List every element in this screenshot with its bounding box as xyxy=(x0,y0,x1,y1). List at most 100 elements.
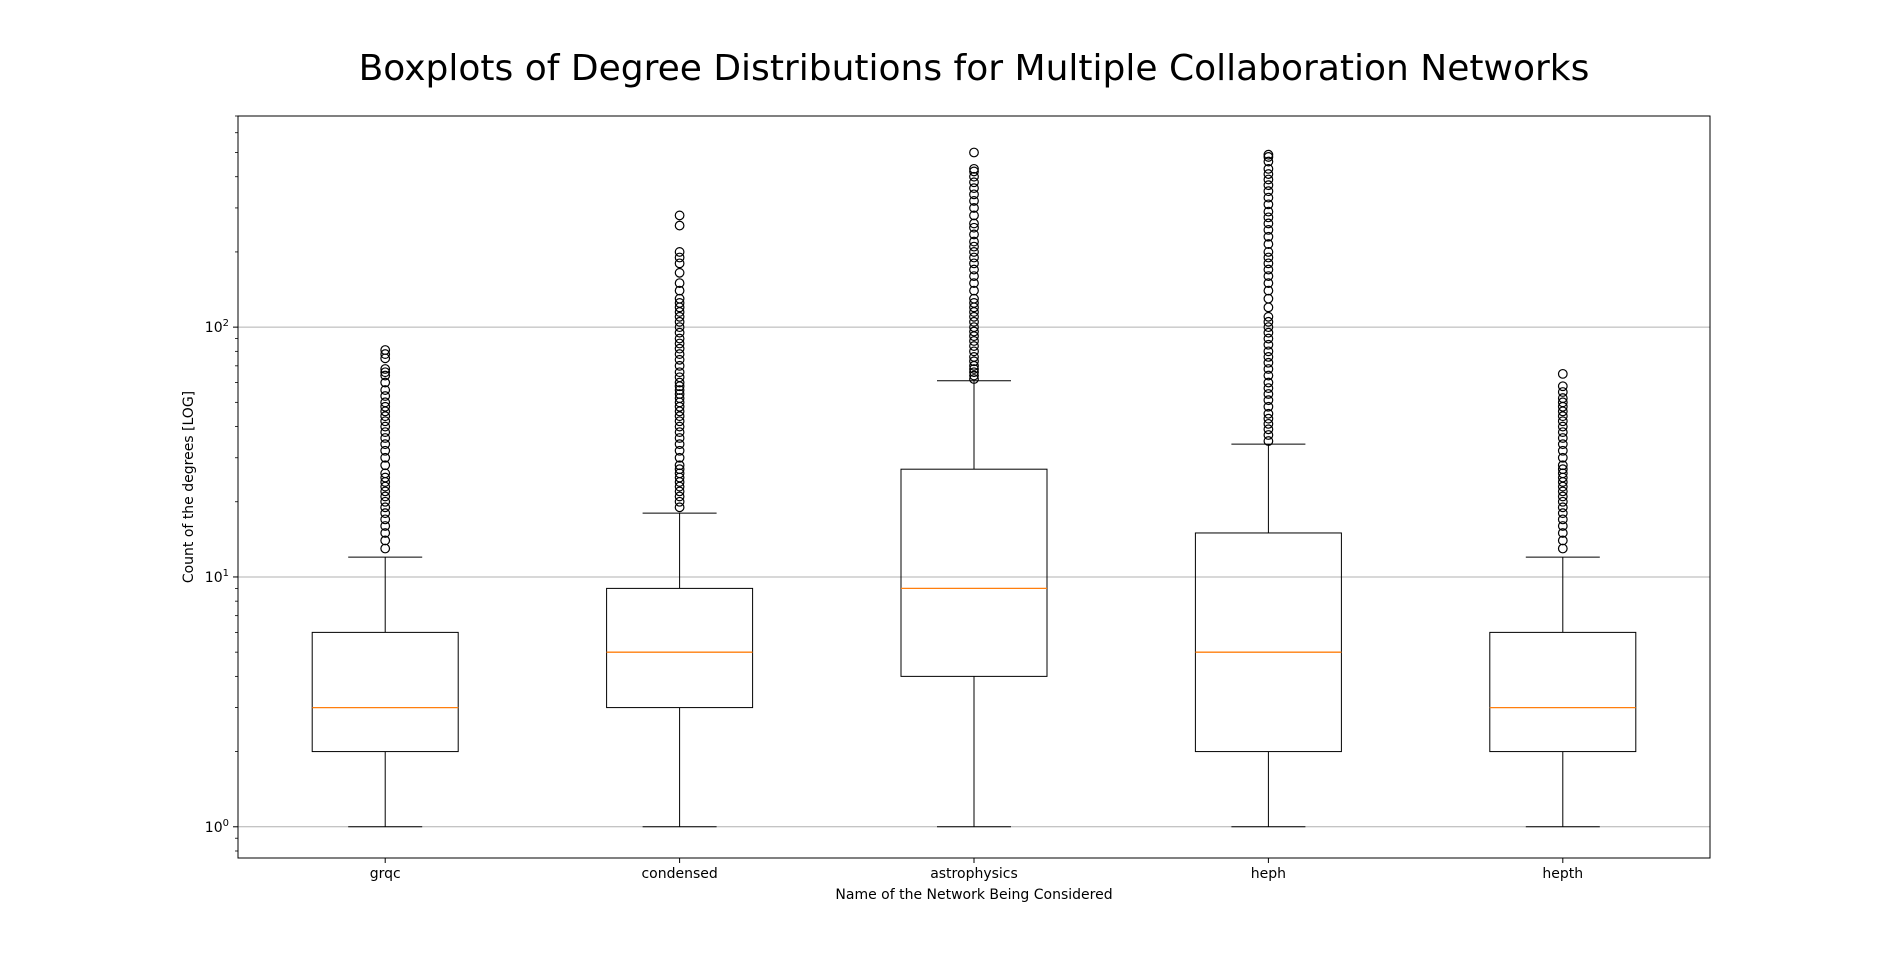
outlier-point xyxy=(1557,521,1568,531)
outlier-point xyxy=(674,333,685,344)
outlier-point xyxy=(969,285,979,296)
iqr-box xyxy=(606,587,754,709)
y-axis-label: Count of the degrees [LOG] xyxy=(181,391,197,583)
outlier-point xyxy=(969,264,979,275)
outlier-point xyxy=(380,445,391,456)
outlier-point xyxy=(1263,424,1274,435)
outlier-point xyxy=(380,345,391,355)
y-tick-label: 102 xyxy=(205,318,229,336)
outlier-point xyxy=(1263,327,1274,338)
outlier-point xyxy=(674,421,685,432)
outlier-point xyxy=(969,177,979,188)
outlier-point xyxy=(674,491,685,502)
outlier-point xyxy=(674,220,685,231)
outlier-point xyxy=(1557,445,1568,456)
outlier-point xyxy=(1263,174,1274,185)
outlier-point xyxy=(674,354,685,365)
outlier-point xyxy=(674,445,685,456)
outlier-point xyxy=(969,374,979,384)
outlier-point xyxy=(969,147,979,158)
outlier-point xyxy=(969,364,979,374)
outlier-point xyxy=(674,278,685,289)
outlier-point xyxy=(1263,322,1274,333)
outlier-point xyxy=(1557,464,1568,475)
outlier-point xyxy=(1263,339,1274,350)
outlier-point xyxy=(1263,346,1274,357)
outlier-point xyxy=(380,486,391,497)
outlier-point xyxy=(1263,352,1274,362)
box-grqc xyxy=(311,345,459,828)
outlier-point xyxy=(1263,258,1274,269)
outlier-point xyxy=(1263,192,1274,203)
outlier-point xyxy=(674,372,685,383)
outlier-point xyxy=(674,502,685,513)
outlier-point xyxy=(969,196,979,206)
outlier-point xyxy=(674,322,685,333)
outlier-point xyxy=(674,349,685,359)
outlier-point xyxy=(1263,383,1274,394)
iqr-box xyxy=(311,631,459,753)
outlier-point xyxy=(969,271,979,282)
outlier-point xyxy=(380,411,391,422)
outlier-point xyxy=(1263,278,1274,289)
outlier-point xyxy=(674,338,685,349)
outlier-point xyxy=(1263,364,1274,374)
outlier-point xyxy=(1263,180,1274,191)
outlier-point xyxy=(969,346,979,357)
outlier-point xyxy=(1557,421,1568,432)
outlier-point xyxy=(674,486,685,497)
outlier-point xyxy=(1557,460,1568,471)
outlier-point xyxy=(1557,528,1568,538)
outlier-point xyxy=(1263,302,1274,313)
outlier-point xyxy=(1263,169,1274,179)
outlier-point xyxy=(969,322,979,333)
outlier-point xyxy=(1263,252,1274,263)
outlier-point xyxy=(1263,389,1274,399)
box-heph xyxy=(1194,149,1342,828)
outlier-point xyxy=(674,258,685,269)
outlier-point xyxy=(1263,199,1274,210)
outlier-point xyxy=(1557,397,1568,408)
x-axis-label: Name of the Network Being Considered xyxy=(835,887,1112,903)
outlier-point xyxy=(969,278,979,289)
outlier-point xyxy=(1557,393,1568,403)
outlier-point xyxy=(674,285,685,296)
outlier-point xyxy=(1263,311,1274,322)
outlier-point xyxy=(674,367,685,378)
outlier-point xyxy=(380,528,391,538)
outlier-point xyxy=(380,452,391,463)
outlier-point xyxy=(674,439,685,450)
outlier-point xyxy=(1263,418,1274,429)
outlier-point xyxy=(1263,401,1274,412)
outlier-point xyxy=(1263,370,1274,381)
outlier-point xyxy=(380,521,391,531)
outlier-point xyxy=(1263,186,1274,197)
y-tick-label: 101 xyxy=(205,568,229,586)
x-tick-label: grqc xyxy=(370,866,401,882)
outlier-point xyxy=(969,229,979,240)
outlier-point xyxy=(969,370,979,381)
outlier-point xyxy=(1557,439,1568,450)
tick-layer: 100 101 102 grqc condensed astrophysics heph he… xyxy=(205,115,1583,882)
outlier-point xyxy=(380,543,391,554)
outlier-point xyxy=(969,352,979,362)
iqr-box xyxy=(1194,532,1342,753)
outlier-point xyxy=(1263,149,1274,160)
outlier-point xyxy=(380,514,391,525)
outlier-point xyxy=(1263,212,1274,223)
outlier-point xyxy=(969,241,979,252)
outlier-point xyxy=(969,367,979,378)
outlier-point xyxy=(969,210,979,221)
outlier-point xyxy=(1557,411,1568,422)
outlier-point xyxy=(380,427,391,438)
outlier-point xyxy=(969,166,979,177)
outlier-point xyxy=(1557,491,1568,502)
outlier-point xyxy=(1557,508,1568,519)
outlier-point xyxy=(674,311,685,322)
outlier-point xyxy=(1557,535,1568,546)
chart-title: Boxplots of Degree Distributions for Mul… xyxy=(359,48,1590,89)
outlier-point xyxy=(1263,264,1274,275)
outlier-point xyxy=(1263,413,1274,424)
outlier-point xyxy=(969,236,979,247)
outlier-point xyxy=(1263,156,1274,167)
